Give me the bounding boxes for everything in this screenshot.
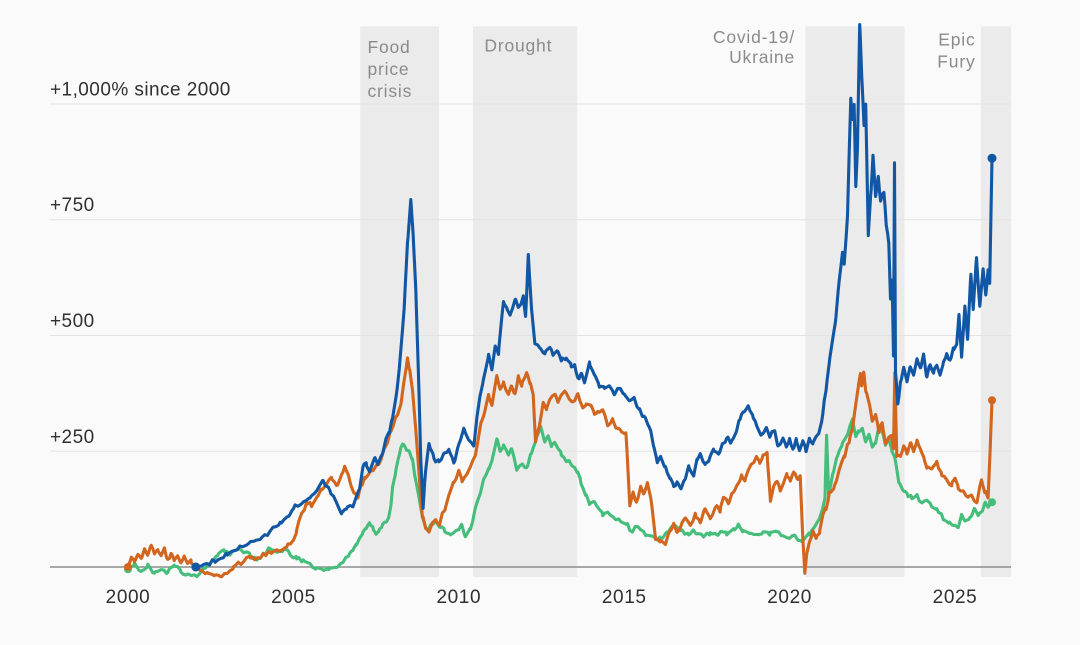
svg-text:Food: Food (368, 37, 411, 57)
svg-text:+250: +250 (50, 427, 95, 448)
svg-text:+500: +500 (50, 311, 95, 332)
svg-text:2000: 2000 (106, 587, 151, 608)
svg-text:Drought: Drought (484, 36, 552, 56)
svg-text:+1,000% since 2000: +1,000% since 2000 (50, 80, 231, 101)
svg-text:Covid-19/: Covid-19/ (713, 27, 795, 47)
svg-text:Fury: Fury (937, 52, 975, 72)
svg-text:Epic: Epic (938, 30, 975, 50)
svg-text:2025: 2025 (933, 587, 978, 608)
svg-text:Ukraine: Ukraine (729, 47, 795, 67)
svg-text:2020: 2020 (767, 587, 812, 608)
svg-text:2005: 2005 (271, 587, 316, 608)
svg-text:2010: 2010 (436, 587, 481, 608)
svg-text:2015: 2015 (602, 587, 647, 608)
svg-text:+750: +750 (50, 195, 95, 216)
svg-text:price: price (368, 59, 410, 79)
svg-text:crisis: crisis (368, 81, 413, 101)
